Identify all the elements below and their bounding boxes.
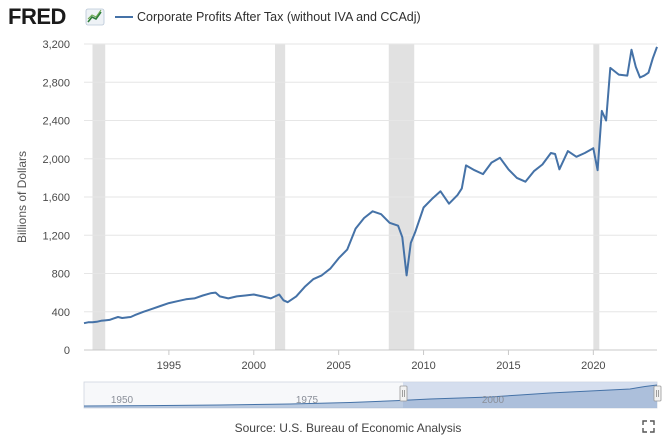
legend-label: Corporate Profits After Tax (without IVA… xyxy=(137,10,421,24)
navigator-line xyxy=(83,384,658,407)
y-tick-label: 1,600 xyxy=(42,192,70,204)
legend[interactable]: Corporate Profits After Tax (without IVA… xyxy=(115,10,421,24)
series-line xyxy=(83,46,658,325)
source-label: Source: U.S. Bureau of Economic Analysis xyxy=(235,421,462,435)
y-tick-label: 2,000 xyxy=(42,154,70,166)
brand-name: FRED xyxy=(8,4,66,29)
y-tick-label: 2,400 xyxy=(42,116,70,128)
y-tick-label: 1,200 xyxy=(42,230,70,242)
navigator-tick: 1950 xyxy=(111,395,134,406)
x-tick-label: 2005 xyxy=(326,360,350,372)
y-tick-label: 3,200 xyxy=(42,39,70,51)
x-tick-label: 2010 xyxy=(411,360,435,372)
navigator-tick: 2000 xyxy=(482,395,505,406)
x-tick-label: 2015 xyxy=(496,360,520,372)
navigator-area xyxy=(84,385,657,408)
x-tick-label: 2020 xyxy=(581,360,605,372)
gridlines xyxy=(84,43,657,351)
y-axis: 0 400 800 1,200 1,600 2,000 2,400 2,800 3,200 xyxy=(42,39,70,357)
series-layer xyxy=(83,46,658,325)
y-axis-label: Billions of Dollars xyxy=(15,151,29,243)
fred-logo[interactable]: FRED xyxy=(8,4,105,29)
y-tick-label: 400 xyxy=(52,307,70,319)
range-navigator[interactable]: 1950 1975 2000 xyxy=(83,381,662,409)
line-chart-icon xyxy=(85,8,105,26)
x-tick-label: 2000 xyxy=(242,360,266,372)
x-tick-label: 1995 xyxy=(157,360,181,372)
fullscreen-icon[interactable] xyxy=(642,420,655,433)
navigator-left-handle[interactable] xyxy=(399,385,408,402)
x-axis: 1995 2000 2005 2010 2015 2020 xyxy=(157,350,606,372)
navigator-tick: 1975 xyxy=(296,395,319,406)
y-tick-label: 800 xyxy=(52,269,70,281)
y-tick-label: 0 xyxy=(64,345,70,357)
y-tick-label: 2,800 xyxy=(42,77,70,89)
navigator-right-handle[interactable] xyxy=(653,385,662,402)
